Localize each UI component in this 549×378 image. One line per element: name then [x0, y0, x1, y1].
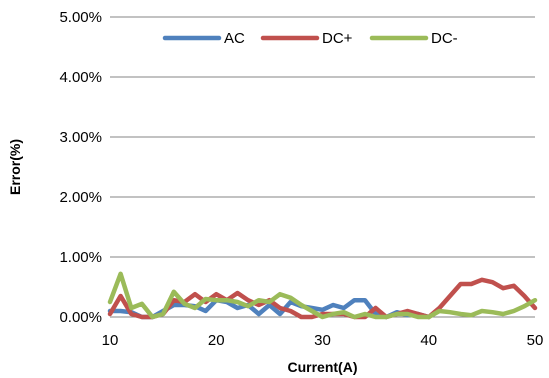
series-line-dcminus — [107, 271, 538, 320]
x-axis-title: Current(A) — [288, 359, 358, 375]
series-lines — [107, 271, 538, 320]
legend-label: DC- — [431, 30, 458, 47]
x-tick-label: 40 — [420, 332, 437, 349]
legend-label: AC — [224, 30, 245, 47]
legend-label: DC+ — [322, 30, 353, 47]
x-tick-label: 20 — [208, 332, 225, 349]
y-tick-label: 4.00% — [59, 69, 102, 86]
x-tick-label: 30 — [314, 332, 331, 349]
y-tick-label: 0.00% — [59, 309, 102, 326]
y-tick-labels: 0.00% 1.00% 2.00% 3.00% 4.00% 5.00% — [59, 9, 102, 326]
y-tick-label: 2.00% — [59, 189, 102, 206]
y-axis-title: Error(%) — [7, 139, 23, 195]
x-tick-label: 50 — [527, 332, 544, 349]
y-tick-label: 3.00% — [59, 129, 102, 146]
x-tick-label: 10 — [102, 332, 119, 349]
y-tick-label: 5.00% — [59, 9, 102, 26]
gridlines — [110, 16, 535, 258]
x-tick-labels: 10 20 30 40 50 — [102, 332, 544, 349]
legend: AC DC+ DC- — [162, 30, 458, 47]
y-tick-label: 1.00% — [59, 249, 102, 266]
